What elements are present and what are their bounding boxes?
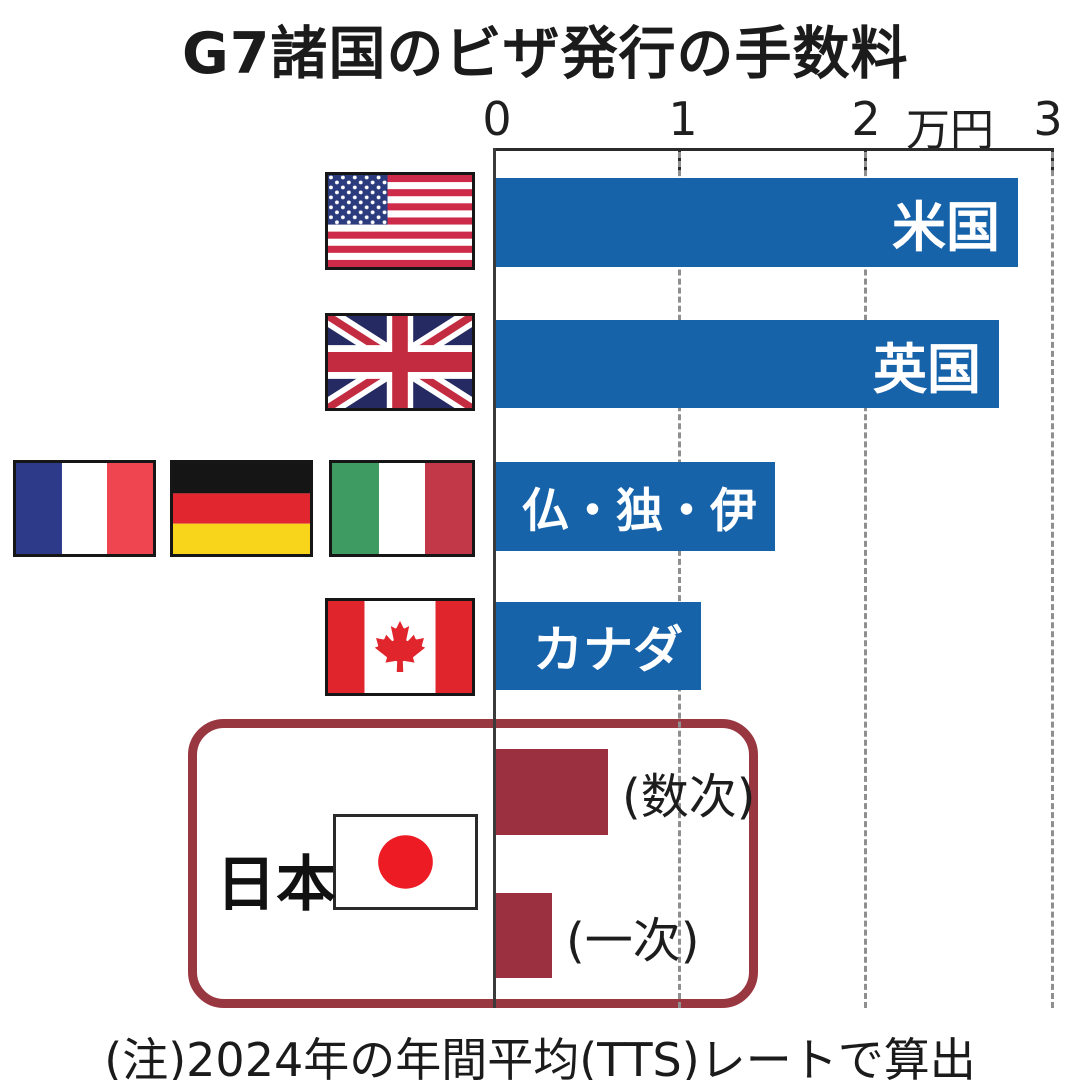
us-flag xyxy=(325,172,475,270)
bar-label-us: 米国 xyxy=(892,196,1000,259)
gridline-3 xyxy=(1051,152,1054,1008)
bar-row-us: 米国 xyxy=(496,178,1018,267)
bar-row-france-germany-italy: 仏・独・伊 xyxy=(496,462,775,551)
axis-tick-1: 1 xyxy=(668,92,698,146)
bar-japan-single xyxy=(496,893,552,978)
bar-label-canada: カナダ xyxy=(533,621,683,679)
bar-row-japan-single: (一次) xyxy=(496,893,699,978)
label-japan-multiple: (数次) xyxy=(622,769,756,825)
japan-highlight-box xyxy=(188,719,758,1008)
bar-label-france-germany-italy: 仏・独・伊 xyxy=(522,484,757,539)
gridline-1 xyxy=(678,152,681,1008)
zero-gridline xyxy=(493,148,496,1008)
france-flag xyxy=(13,460,156,557)
bar-row-japan-multiple: (数次) xyxy=(496,749,755,835)
axis-tick-3: 3 xyxy=(1033,92,1063,146)
japan-flag xyxy=(333,814,478,910)
bar-uk: 英国 xyxy=(496,320,999,408)
bar-us: 米国 xyxy=(496,178,1018,267)
bar-row-uk: 英国 xyxy=(496,320,999,408)
axis-line xyxy=(493,148,1054,151)
gridline-2 xyxy=(864,152,867,1008)
chart-title: G7諸国のビザ発行の手数料 xyxy=(182,21,909,87)
axis-tick-2: 2 xyxy=(851,92,881,146)
axis-tick-0: 0 xyxy=(482,92,512,146)
label-japan-single: (一次) xyxy=(566,912,700,969)
uk-flag xyxy=(325,313,475,411)
footnote: (注)2024年の年間平均(TTS)レートで算出 xyxy=(104,1033,976,1080)
germany-flag xyxy=(170,460,313,557)
bar-france-germany-italy: 仏・独・伊 xyxy=(496,462,775,551)
japan-label: 日本 xyxy=(216,850,336,920)
bar-japan-multiple xyxy=(496,749,608,835)
bar-row-canada: カナダ xyxy=(496,602,701,690)
italy-flag xyxy=(329,460,475,557)
bar-canada: カナダ xyxy=(496,602,701,690)
axis-unit-label: 万円 xyxy=(906,105,994,156)
canada-flag xyxy=(325,598,475,696)
bar-label-uk: 英国 xyxy=(873,337,981,401)
